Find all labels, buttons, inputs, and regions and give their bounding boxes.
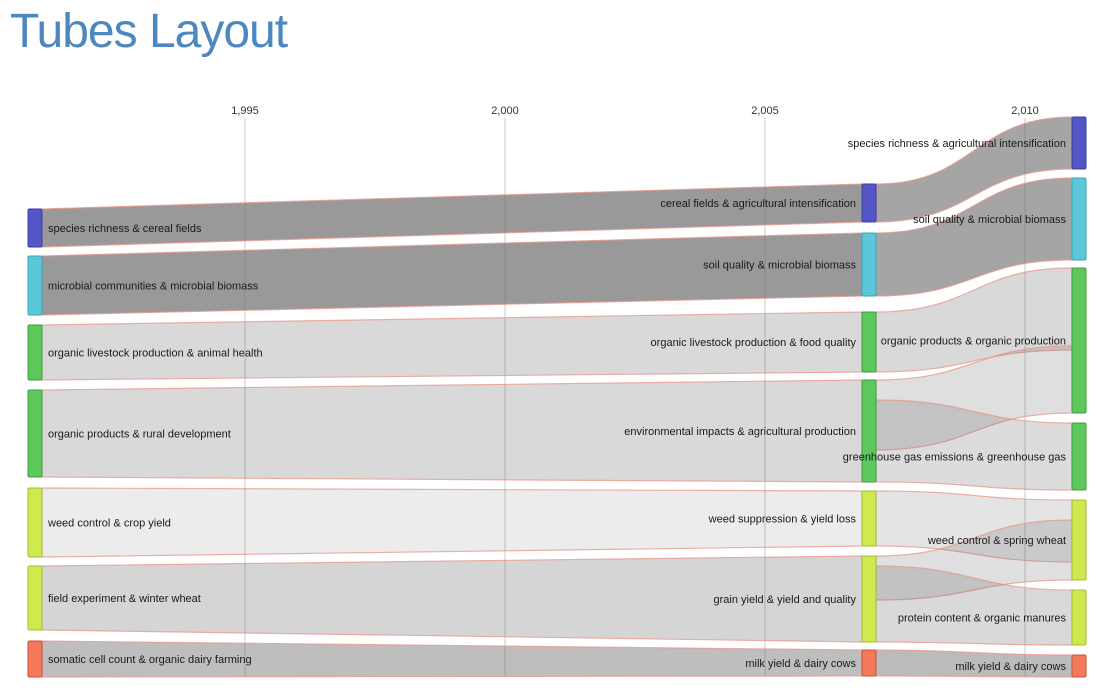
node-L1[interactable]: [27, 208, 43, 248]
node-label-M4: environmental impacts & agricultural pro…: [624, 426, 856, 438]
node-label-M2: soil quality & microbial biomass: [703, 260, 856, 272]
node-M1[interactable]: [861, 183, 877, 223]
node-L2[interactable]: [27, 255, 43, 316]
node-R1[interactable]: [1071, 116, 1087, 170]
node-label-M7: milk yield & dairy cows: [745, 658, 856, 670]
node-label-R5: weed control & spring wheat: [927, 535, 1066, 547]
node-label-L1: species richness & cereal fields: [48, 223, 202, 235]
node-R4[interactable]: [1071, 422, 1087, 491]
node-label-M5: weed suppression & yield loss: [708, 514, 857, 526]
node-label-M6: grain yield & yield and quality: [714, 594, 857, 606]
node-label-M1: cereal fields & agricultural intensifica…: [660, 198, 856, 210]
node-label-M3: organic livestock production & food qual…: [651, 337, 857, 349]
flow-tube-L2-M2[interactable]: [41, 232, 863, 316]
axis-tick-label: 2,000: [491, 105, 519, 117]
node-label-R7: milk yield & dairy cows: [955, 661, 1066, 673]
node-M4[interactable]: [861, 379, 877, 483]
node-R3[interactable]: [1071, 267, 1087, 414]
node-M2[interactable]: [861, 232, 877, 297]
node-M3[interactable]: [861, 311, 877, 373]
node-label-L7: somatic cell count & organic dairy farmi…: [48, 654, 252, 666]
node-M5[interactable]: [861, 490, 877, 547]
node-L3[interactable]: [27, 324, 43, 381]
node-label-L3: organic livestock production & animal he…: [48, 348, 263, 360]
axis-tick-label: 1,995: [231, 105, 259, 117]
node-label-R2: soil quality & microbial biomass: [913, 214, 1066, 226]
node-M7[interactable]: [861, 649, 877, 677]
node-label-R1: species richness & agricultural intensif…: [848, 138, 1066, 150]
node-L4[interactable]: [27, 389, 43, 478]
node-R2[interactable]: [1071, 177, 1087, 261]
node-R6[interactable]: [1071, 589, 1087, 646]
node-L7[interactable]: [27, 640, 43, 678]
node-R7[interactable]: [1071, 654, 1087, 678]
node-label-L4: organic products & rural development: [48, 429, 231, 441]
page-title: Tubes Layout: [10, 5, 288, 58]
node-M6[interactable]: [861, 555, 877, 643]
node-L5[interactable]: [27, 487, 43, 558]
node-R5[interactable]: [1071, 499, 1087, 581]
node-L6[interactable]: [27, 565, 43, 631]
node-label-L5: weed control & crop yield: [47, 518, 171, 530]
axis-tick-label: 2,010: [1011, 105, 1039, 117]
node-label-L2: microbial communities & microbial biomas…: [48, 281, 259, 293]
node-label-L6: field experiment & winter wheat: [48, 593, 201, 605]
node-label-R4: greenhouse gas emissions & greenhouse ga…: [843, 452, 1067, 464]
axis-tick-label: 2,005: [751, 105, 779, 117]
node-label-R3: organic products & organic production: [881, 336, 1066, 348]
node-label-R6: protein content & organic manures: [898, 613, 1067, 625]
